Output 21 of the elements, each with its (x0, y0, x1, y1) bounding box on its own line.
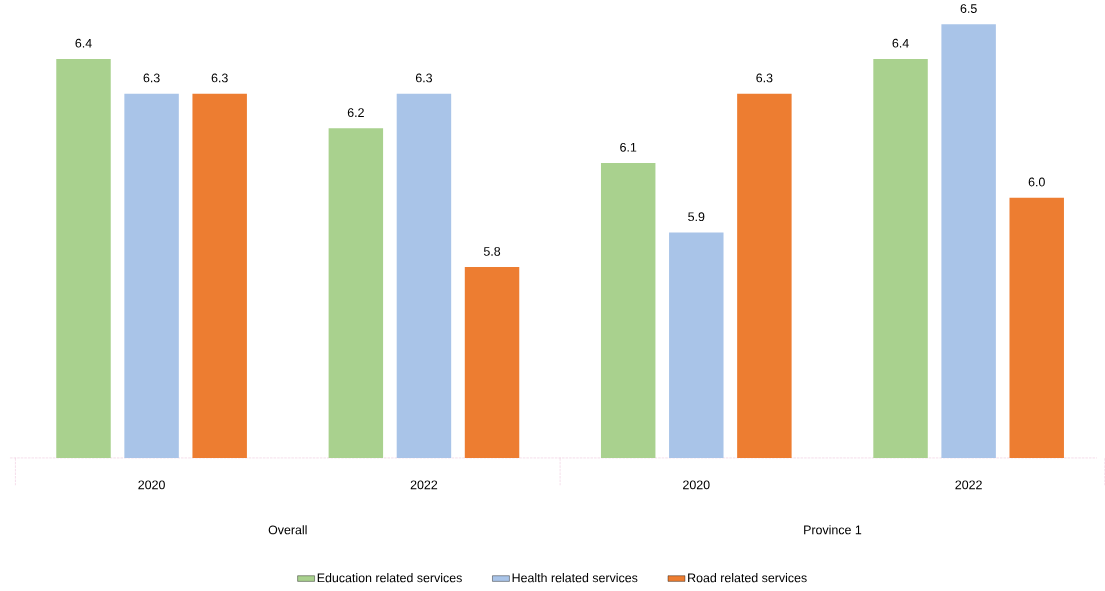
data-label: 6.5 (960, 4, 977, 14)
data-label: 5.8 (483, 247, 501, 257)
data-label: 6.1 (620, 143, 637, 152)
legend-label: Education related services (317, 573, 462, 583)
x-tick-label: 2020 (138, 480, 165, 490)
data-label: 6.3 (143, 73, 160, 83)
data-label: 6.4 (892, 39, 909, 48)
x-tick-label: 2022 (410, 480, 438, 490)
data-label: 6.3 (756, 73, 773, 83)
data-label: 6.2 (347, 108, 364, 118)
text: Overall (268, 525, 307, 535)
legend-label: Health related services (512, 573, 638, 583)
data-label: 6.3 (211, 73, 228, 83)
data-label: 6.3 (415, 73, 433, 83)
data-label: 6.0 (1028, 177, 1045, 187)
text: Province 1 (804, 525, 862, 535)
x-tick-label: 2022 (955, 480, 982, 490)
data-label: 6.4 (75, 39, 92, 48)
x-tick-label: 2020 (683, 480, 710, 490)
legend-label: Road related services (688, 573, 807, 583)
data-label: 5.9 (688, 212, 705, 222)
